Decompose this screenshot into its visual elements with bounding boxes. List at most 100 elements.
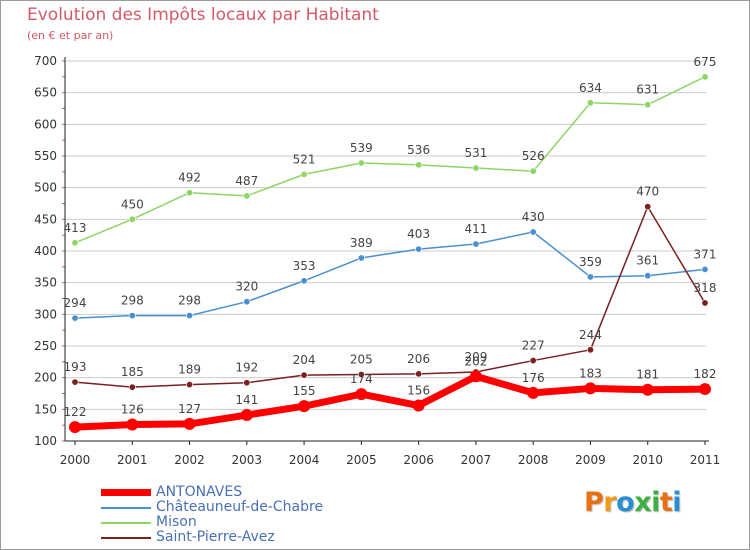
y-tick-label-700: 700	[34, 54, 57, 68]
series-line-saint-pierre-avez	[74, 205, 706, 388]
data-label-ch-teauneuf-de-chabre-2004: 353	[293, 259, 316, 273]
data-label-mison-2007: 531	[464, 146, 487, 160]
data-label-saint-pierre-avez-2005: 205	[350, 353, 373, 367]
data-label-mison-2005: 539	[350, 141, 373, 155]
data-label-ch-teauneuf-de-chabre-2007: 411	[464, 222, 487, 236]
data-label-mison-2010: 631	[636, 83, 659, 97]
data-label-saint-pierre-avez-2008: 227	[522, 339, 545, 353]
y-tick-label-250: 250	[34, 339, 57, 353]
point-antonaves-2010	[641, 383, 654, 396]
point-saint-pierre-avez-2008	[529, 357, 537, 365]
data-label-saint-pierre-avez-2001: 185	[121, 365, 144, 379]
x-tick-label-2009: 2009	[575, 453, 606, 467]
y-tick-label-650: 650	[34, 86, 57, 100]
legend-label-mison: Mison	[156, 514, 197, 530]
point-ch-teauneuf-de-chabre-2008	[529, 228, 537, 236]
y-tick-labels: 100 150 200 250 300 350 400 450 500 550 600 650 700	[34, 54, 57, 448]
point-mison-2001	[128, 215, 136, 223]
point-mison-2002	[186, 189, 194, 197]
data-label-antonaves-2004: 155	[293, 384, 316, 398]
y-tick-label-500: 500	[34, 181, 57, 195]
point-mison-2005	[357, 159, 365, 167]
point-antonaves-2008	[527, 386, 540, 399]
point-antonaves-2003	[240, 409, 253, 422]
y-tick-label-600: 600	[34, 117, 57, 131]
data-label-ch-teauneuf-de-chabre-2010: 361	[636, 254, 659, 268]
point-ch-teauneuf-de-chabre-2010	[644, 272, 652, 280]
data-label-saint-pierre-avez-2009: 244	[579, 328, 602, 342]
data-label-mison-2008: 526	[522, 149, 545, 163]
proxiti-logo: Proxiti	[584, 487, 682, 518]
point-mison-2007	[472, 164, 480, 172]
point-ch-teauneuf-de-chabre-2007	[472, 240, 480, 248]
x-tick-labels: 2000 2001 2002 2003 2004 2005 2006 2007 2008 2009…	[60, 453, 721, 467]
data-label-saint-pierre-avez-2007: 209	[464, 350, 487, 364]
series-lines	[69, 73, 711, 434]
point-ch-teauneuf-de-chabre-2004	[300, 277, 308, 285]
x-tick-label-2007: 2007	[461, 453, 492, 467]
legend-item-antonaves: ANTONAVES	[101, 484, 401, 500]
data-label-saint-pierre-avez-2003: 192	[235, 361, 258, 375]
data-label-mison-2009: 634	[579, 81, 602, 95]
data-label-ch-teauneuf-de-chabre-2006: 403	[407, 227, 430, 241]
point-saint-pierre-avez-2011	[701, 299, 709, 307]
y-tick-label-150: 150	[34, 402, 57, 416]
point-mison-2009	[586, 99, 594, 107]
point-mison-2006	[415, 161, 423, 169]
y-tick-label-300: 300	[34, 307, 57, 321]
point-mison-2010	[644, 101, 652, 109]
data-label-saint-pierre-avez-2006: 206	[407, 352, 430, 366]
point-saint-pierre-avez-2010	[644, 203, 652, 211]
point-antonaves-2011	[699, 383, 711, 396]
point-mison-2003	[243, 192, 251, 200]
data-label-antonaves-2001: 126	[121, 403, 144, 417]
chart-title: Evolution des Impôts locaux par Habitant	[27, 5, 379, 25]
x-tick-label-2005: 2005	[346, 453, 377, 467]
point-saint-pierre-avez-2009	[586, 346, 594, 354]
x-tick-label-2002: 2002	[174, 453, 205, 467]
x-tick-label-2006: 2006	[403, 453, 434, 467]
data-label-mison-2006: 536	[407, 143, 430, 157]
series-line-ch-teauneuf-de-chabre	[74, 231, 706, 319]
data-label-antonaves-2006: 156	[407, 384, 430, 398]
point-mison-2000	[71, 239, 79, 247]
point-antonaves-2009	[584, 382, 597, 395]
x-tick-label-2008: 2008	[518, 453, 549, 467]
legend-item-ch-teauneuf-de-chabre: Châteauneuf-de-Chabre	[101, 499, 401, 515]
x-tick-label-2004: 2004	[289, 453, 320, 467]
point-saint-pierre-avez-2005	[357, 370, 365, 378]
data-label-mison-2011: 675	[694, 55, 717, 69]
data-label-ch-teauneuf-de-chabre-2005: 389	[350, 236, 373, 250]
point-ch-teauneuf-de-chabre-2003	[243, 298, 251, 306]
legend-label-ch-teauneuf-de-chabre: Châteauneuf-de-Chabre	[156, 499, 324, 515]
point-mison-2004	[300, 170, 308, 178]
legend-item-saint-pierre-avez: Saint-Pierre-Avez	[101, 529, 401, 545]
x-tick-label-2010: 2010	[632, 453, 663, 467]
data-label-antonaves-2003: 141	[235, 393, 258, 407]
point-antonaves-2006	[412, 399, 425, 412]
point-ch-teauneuf-de-chabre-2002	[186, 312, 194, 320]
point-saint-pierre-avez-2002	[186, 381, 194, 389]
point-saint-pierre-avez-2003	[243, 379, 251, 387]
data-label-antonaves-2000: 122	[64, 405, 87, 419]
series-line-antonaves	[74, 372, 706, 431]
legend-label-antonaves: ANTONAVES	[156, 484, 243, 500]
data-label-saint-pierre-avez-2000: 193	[64, 360, 87, 374]
legend-swatch-antonaves	[101, 489, 151, 496]
data-label-antonaves-2010: 181	[636, 368, 659, 382]
point-antonaves-2002	[183, 417, 196, 430]
data-label-antonaves-2008: 176	[522, 371, 545, 385]
data-label-antonaves-2002: 127	[178, 402, 201, 416]
point-ch-teauneuf-de-chabre-2005	[357, 254, 365, 262]
data-labels: 413 450 492 487 521 539 536 531 526 634 631 675 294 2…	[64, 55, 717, 419]
legend-swatch-ch-teauneuf-de-chabre	[101, 507, 151, 509]
legend-swatch-mison	[101, 522, 151, 524]
point-mison-2011	[701, 73, 709, 81]
point-ch-teauneuf-de-chabre-2009	[586, 273, 594, 281]
data-label-ch-teauneuf-de-chabre-2003: 320	[235, 280, 258, 294]
point-ch-teauneuf-de-chabre-2006	[415, 245, 423, 253]
data-label-antonaves-2005: 174	[350, 372, 373, 386]
point-ch-teauneuf-de-chabre-2000	[71, 314, 79, 322]
x-tick-label-2011: 2011	[690, 453, 721, 467]
